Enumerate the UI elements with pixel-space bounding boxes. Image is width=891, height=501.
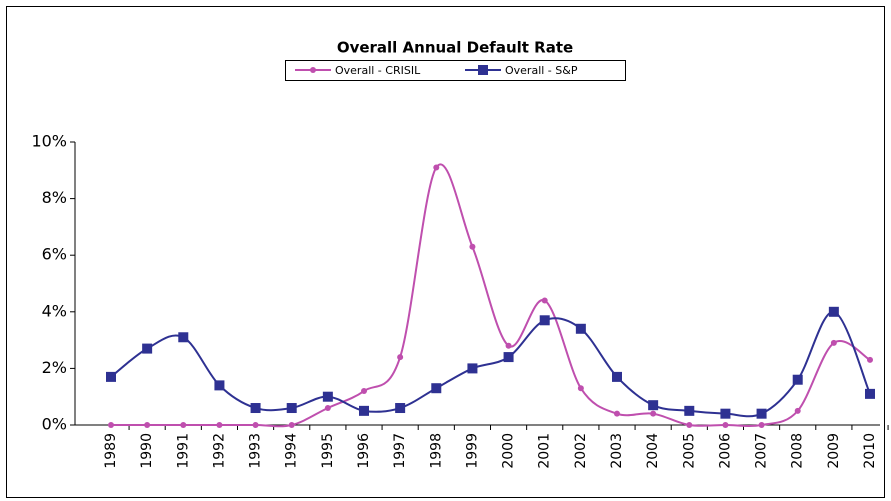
marker	[214, 380, 225, 391]
marker	[397, 354, 404, 361]
x-tick-label: 2004	[645, 433, 661, 469]
y-tick-label: 0%	[42, 415, 67, 434]
marker	[577, 385, 584, 392]
marker	[359, 405, 369, 416]
marker	[792, 374, 803, 385]
marker	[142, 343, 153, 354]
x-tick-label: 1994	[284, 433, 300, 469]
marker	[216, 422, 223, 428]
x-tick-label: 2006	[717, 433, 733, 469]
marker	[828, 306, 839, 317]
marker	[541, 297, 548, 304]
marker	[433, 164, 440, 171]
marker	[684, 405, 695, 416]
marker	[178, 332, 189, 343]
marker	[539, 315, 550, 326]
marker	[505, 342, 512, 349]
marker	[144, 422, 151, 428]
x-tick-label: 1993	[248, 433, 264, 469]
y-tick-label: 10%	[31, 132, 67, 151]
x-tick-label: 2008	[790, 433, 806, 469]
marker	[865, 388, 875, 399]
y-tick-label: 6%	[42, 245, 67, 264]
x-tick-label: 1995	[320, 433, 336, 469]
x-tick-label: 1992	[211, 433, 227, 469]
x-tick-label: 1990	[139, 433, 155, 469]
marker	[324, 405, 331, 412]
x-tick-label: 2007	[754, 433, 770, 469]
marker	[830, 339, 837, 346]
legend-box	[285, 60, 626, 81]
marker	[108, 422, 114, 428]
x-tick-label: 1999	[464, 433, 480, 469]
marker	[503, 352, 514, 363]
marker	[286, 403, 297, 414]
marker	[614, 410, 620, 417]
marker	[180, 422, 187, 428]
marker	[395, 403, 406, 414]
x-tick-label: 1998	[428, 433, 444, 469]
x-tick-label: 1996	[356, 433, 372, 469]
marker	[322, 391, 333, 402]
x-tick-label: 2003	[609, 433, 625, 469]
x-tick-label: 2005	[681, 433, 697, 469]
marker	[469, 243, 476, 250]
series-line	[110, 163, 871, 428]
x-tick-label: 2000	[501, 433, 517, 469]
marker	[467, 363, 478, 374]
x-tick-label: 1997	[392, 433, 408, 469]
marker	[106, 371, 116, 382]
marker	[794, 407, 801, 414]
marker	[252, 422, 259, 428]
marker	[722, 422, 729, 428]
marker	[758, 422, 765, 428]
legend-label: Overall - S&P	[505, 64, 578, 77]
marker	[650, 410, 657, 417]
x-tick-label: 1989	[103, 433, 119, 469]
marker	[250, 403, 261, 414]
y-tick-label: 8%	[42, 188, 67, 207]
y-tick-label: 2%	[42, 358, 67, 377]
x-tick-label: 2001	[537, 433, 553, 469]
legend-marker	[310, 67, 316, 73]
marker	[756, 408, 767, 419]
marker	[288, 422, 295, 428]
marker	[867, 356, 873, 363]
legend-label: Overall - CRISIL	[335, 64, 421, 77]
legend-marker	[478, 65, 488, 75]
y-tick-label: 4%	[42, 301, 67, 320]
x-tick-label: 2002	[573, 433, 589, 469]
marker	[686, 422, 693, 428]
marker	[612, 371, 622, 382]
marker	[720, 408, 731, 419]
marker	[431, 383, 442, 394]
x-tick-label: 2009	[826, 433, 842, 469]
chart-title: Overall Annual Default Rate	[337, 39, 573, 57]
x-tick-label: 1991	[175, 433, 191, 469]
marker	[575, 323, 586, 334]
marker	[648, 400, 659, 411]
marker	[361, 388, 367, 395]
x-tick-label: 2010	[862, 433, 878, 469]
